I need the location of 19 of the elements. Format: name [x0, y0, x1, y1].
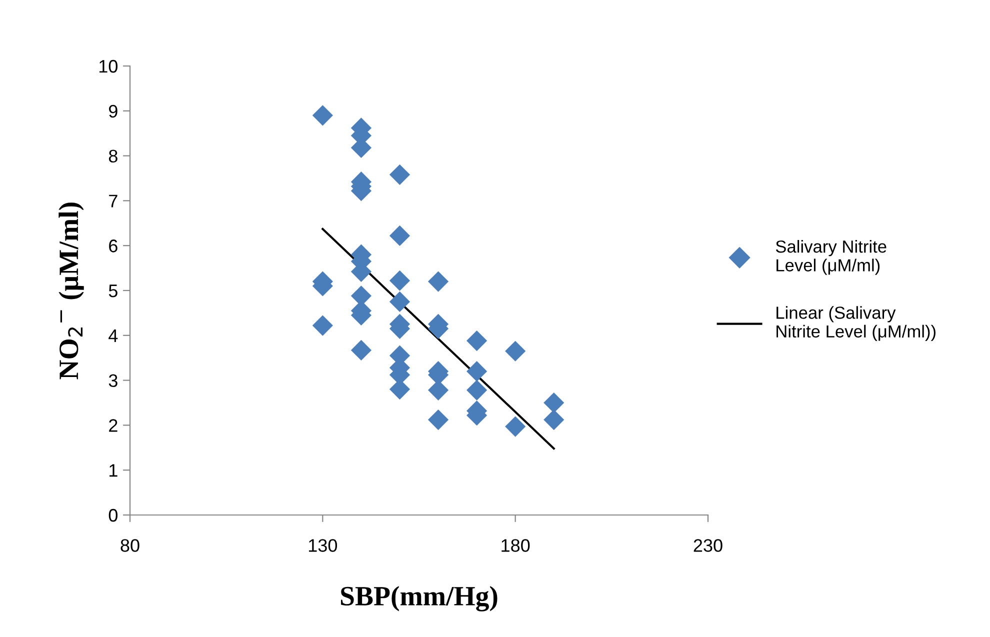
y-axis-title: NO$_{2}$$^{−}$ (μM/ml) — [58, 202, 84, 380]
x-tick-label: 130 — [308, 539, 338, 552]
y-tick-label: 8 — [108, 150, 118, 163]
y-tick-label: 3 — [108, 374, 118, 388]
x-tick-label: 80 — [120, 539, 140, 552]
y-tick-label: 1 — [110, 464, 118, 477]
x-tick-label: 180 — [502, 539, 530, 552]
y-tick-label: 10 — [99, 60, 118, 73]
y-tick-label: 0 — [108, 508, 118, 522]
y-tick-label: 5 — [108, 284, 118, 298]
y-tick-label: 6 — [109, 240, 118, 252]
x-tick-label: 230 — [694, 539, 722, 552]
legend-label: Linear (Salivary Nitrite Level (μM/ml)) — [776, 306, 936, 341]
legend-label: Salivary Nitrite Level (μM/ml) — [776, 240, 886, 275]
y-tick-label: 9 — [109, 104, 118, 118]
y-tick-label: 2 — [109, 419, 118, 432]
y-tick-label: 7 — [109, 194, 118, 208]
x-axis-title: SBP(mm/Hg) — [341, 586, 498, 612]
y-tick-label: 4 — [108, 330, 118, 342]
